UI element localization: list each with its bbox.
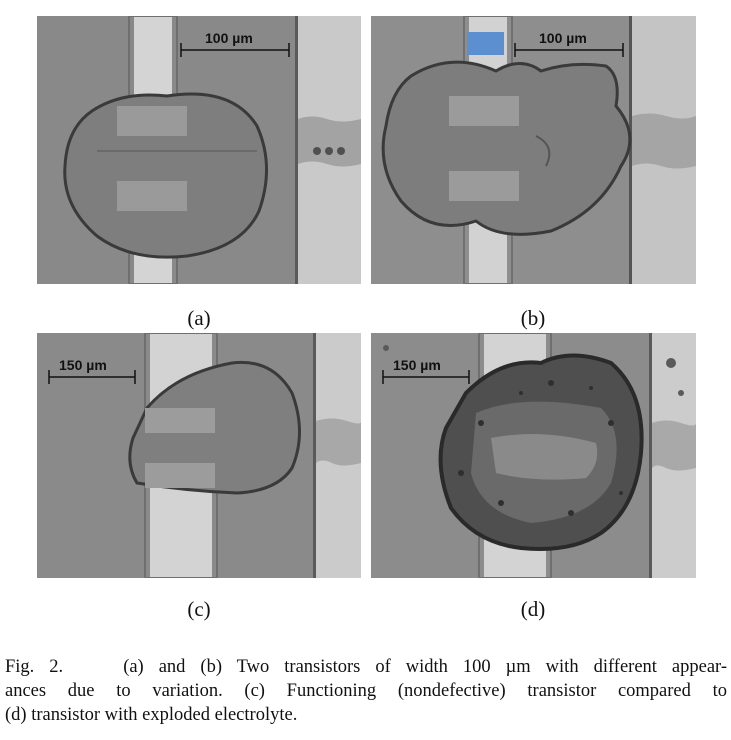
panel-c-label: (c) <box>187 597 211 621</box>
panel-d-label: (d) <box>520 597 546 621</box>
panel-a-label: (a) <box>187 306 211 330</box>
caption-line-3: (d) transistor with exploded electrolyte… <box>5 705 298 725</box>
panel-b-micrograph: 100 µm <box>371 16 696 284</box>
caption-text-1: (a) and (b) Two transistors of width 100… <box>123 657 728 677</box>
caption-prefix: Fig. 2. <box>5 657 64 677</box>
panel-d-micrograph: 150 µm <box>371 333 696 578</box>
panel-b-label: (b) <box>520 306 546 330</box>
caption-line-1: Fig. 2. (a) and (b) Two transistors of w… <box>5 655 727 679</box>
panel-d-scale-label: 150 µm <box>393 357 441 373</box>
panel-b-scale-label: 100 µm <box>539 30 587 46</box>
panel-c-scale-label: 150 µm <box>59 357 107 373</box>
panel-c-micrograph: 150 µm <box>37 333 361 578</box>
panel-a-scale-label: 100 µm <box>205 30 253 46</box>
figure-caption: Fig. 2. (a) and (b) Two transistors of w… <box>5 655 727 727</box>
panel-a-micrograph: 100 µm <box>37 16 361 284</box>
caption-line-2: ances due to variation. (c) Functioning … <box>5 681 727 701</box>
